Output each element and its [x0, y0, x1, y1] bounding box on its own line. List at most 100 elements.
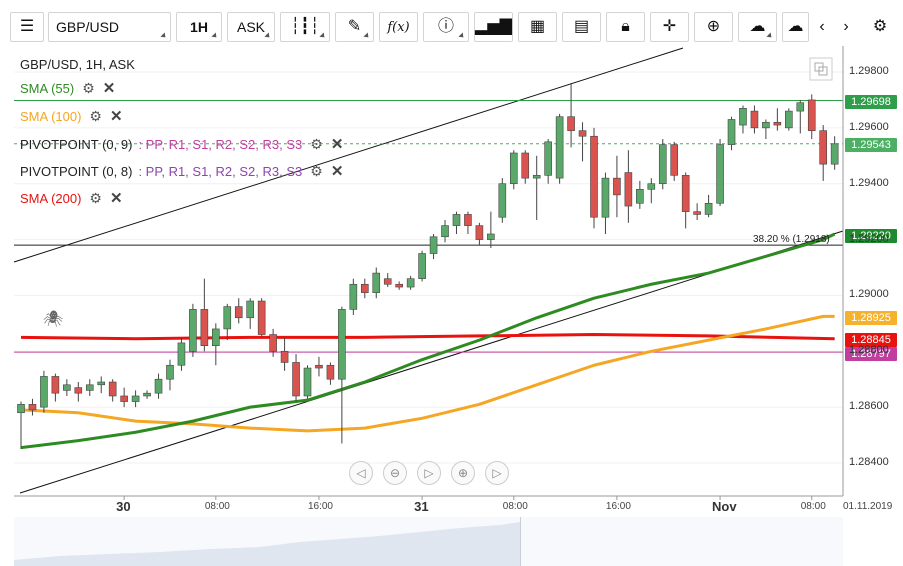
legend-pivot9[interactable]: PIVOTPOINT (0, 9): PP, R1, S1, R2, S2, R…	[20, 135, 344, 154]
candle	[349, 278, 358, 315]
candle	[441, 220, 449, 243]
x-tick-label: 08:00	[800, 501, 826, 512]
instrument-label: GBP/USD, 1H, ASK	[20, 56, 135, 72]
calculator-icon: ▤	[573, 18, 590, 35]
candle-body-down	[590, 135, 598, 218]
scroll-start-button[interactable]: ◁	[349, 461, 373, 485]
candle-body-up	[303, 367, 312, 397]
pivot8-name: PIVOTPOINT (0, 8)	[20, 163, 133, 179]
candle-body-down	[383, 278, 392, 285]
calendar-button[interactable]: ▦	[518, 12, 557, 42]
sma200-line	[20, 333, 835, 341]
gear-icon[interactable]: ⚙	[82, 79, 95, 96]
candle	[590, 127, 598, 229]
legend-sma200[interactable]: SMA (200) ⚙ ✕	[20, 189, 123, 208]
calendar-icon: ▦	[529, 18, 546, 35]
info-button[interactable]: ⓘ	[423, 12, 469, 42]
price-tag-sma55: 1.29220	[845, 229, 897, 243]
candle	[97, 376, 106, 394]
instrument-title: GBP/USD, 1H, ASK	[20, 55, 135, 73]
candle	[509, 150, 518, 190]
candle	[303, 365, 312, 399]
reset-view-button[interactable]: ▷	[417, 461, 441, 485]
close-icon[interactable]: ✕	[330, 163, 344, 180]
candlesticks	[17, 83, 839, 450]
settings-button[interactable]: ⚙	[866, 12, 894, 42]
candle-body-up	[97, 381, 106, 386]
bar-chart-icon: ▂▅▇	[475, 18, 512, 35]
close-icon[interactable]: ✕	[109, 108, 123, 125]
timeframe-selector[interactable]: 1H	[176, 12, 222, 42]
candle-body-down	[120, 395, 128, 402]
crosshair-button[interactable]: ✛	[650, 12, 689, 42]
gear-icon[interactable]: ⚙	[310, 135, 323, 152]
scroll-end-button[interactable]: ▷	[485, 461, 509, 485]
candle	[269, 328, 277, 357]
candle	[418, 250, 426, 282]
price-tag-sma100: 1.28925	[845, 311, 897, 325]
chart-type-button[interactable]: ┆┇┆	[280, 12, 330, 42]
legend-sma55[interactable]: SMA (55) ⚙ ✕	[20, 79, 116, 98]
candle	[452, 211, 461, 234]
candle	[372, 267, 381, 299]
candle	[762, 119, 770, 140]
candle-body-up	[739, 108, 747, 126]
close-icon[interactable]: ✕	[109, 190, 123, 207]
y-tick-label: 1.28800	[849, 344, 889, 357]
candle-body-up	[647, 183, 656, 190]
gear-icon[interactable]: ⚙	[89, 189, 102, 206]
menu-button[interactable]: ☰	[10, 12, 44, 42]
candle	[429, 233, 438, 260]
candle	[636, 180, 644, 209]
candle	[28, 398, 37, 416]
date-label: 01.11.2019	[843, 501, 893, 512]
candle	[234, 298, 243, 324]
candle	[785, 108, 793, 131]
zoom-out-button[interactable]: ⊖	[383, 461, 407, 485]
candle-body-up	[498, 183, 507, 218]
zoom-button[interactable]: ⊕	[694, 12, 733, 42]
candle	[830, 136, 839, 170]
sma100-line	[20, 314, 835, 433]
zoom-in-button[interactable]: ⊕	[451, 461, 475, 485]
volume-button[interactable]: ▂▅▇	[474, 12, 513, 42]
close-icon[interactable]: ✕	[330, 136, 344, 153]
price-side-selector[interactable]: ASK	[227, 12, 275, 42]
download-button[interactable]: ☁	[782, 12, 809, 42]
price-tag-sma200: 1.28845	[845, 333, 897, 347]
x-tick-label: 30	[116, 499, 131, 514]
gear-icon[interactable]: ⚙	[89, 107, 102, 124]
candle-body-up	[830, 143, 839, 165]
x-tick-label: 16:00	[307, 501, 333, 512]
indicators-button[interactable]: f(x)	[379, 12, 418, 42]
candle-body-down	[74, 387, 83, 394]
lock-button[interactable]: 🔒︎	[606, 12, 645, 42]
candle-body-down	[292, 362, 300, 397]
x-tick-label: 08:00	[204, 501, 230, 512]
legend-pivot8[interactable]: PIVOTPOINT (0, 8): PP, R1, S1, R2, S2, R…	[20, 162, 344, 181]
candle	[292, 354, 300, 402]
scroll-left-button[interactable]: ‹	[812, 12, 832, 42]
candle-body-up	[704, 202, 713, 215]
candle	[212, 323, 220, 366]
gear-icon: ⚙	[872, 18, 888, 35]
draw-button[interactable]: ✎	[335, 12, 374, 42]
symbol-selector[interactable]: GBP/USD	[48, 12, 171, 42]
popout-button[interactable]	[809, 57, 833, 81]
calculator-button[interactable]: ▤	[562, 12, 601, 42]
upload-button[interactable]: ☁	[738, 12, 777, 42]
legend-sma100[interactable]: SMA (100) ⚙ ✕	[20, 107, 123, 126]
scroll-right-button[interactable]: ›	[836, 12, 856, 42]
candle-body-up	[166, 364, 174, 380]
candle	[555, 113, 564, 184]
bug-icon[interactable]: 🕷︎	[43, 311, 64, 328]
candle-body-up	[17, 404, 25, 414]
candle	[750, 105, 759, 134]
close-icon[interactable]: ✕	[102, 80, 116, 97]
info-icon: ⓘ	[437, 18, 454, 35]
candle	[246, 298, 254, 329]
gear-icon[interactable]: ⚙	[310, 162, 323, 179]
zoom-out-icon: ⊖	[389, 466, 401, 480]
navigator-handle[interactable]	[520, 517, 521, 566]
